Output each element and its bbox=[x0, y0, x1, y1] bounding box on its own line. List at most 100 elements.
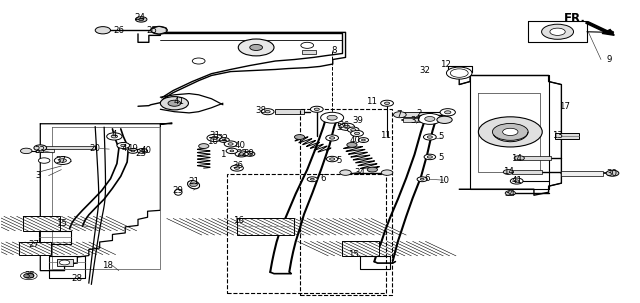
Text: 11: 11 bbox=[380, 131, 390, 140]
Text: 40: 40 bbox=[141, 146, 152, 155]
Text: 20: 20 bbox=[90, 144, 100, 153]
Text: 11: 11 bbox=[365, 97, 376, 106]
Text: 5: 5 bbox=[337, 123, 342, 132]
Circle shape bbox=[445, 111, 451, 114]
Circle shape bbox=[362, 139, 365, 141]
Circle shape bbox=[355, 132, 360, 135]
Circle shape bbox=[541, 24, 573, 39]
Text: 34: 34 bbox=[354, 168, 365, 177]
Circle shape bbox=[550, 28, 565, 35]
Text: 10: 10 bbox=[438, 176, 449, 185]
Circle shape bbox=[54, 157, 71, 165]
Circle shape bbox=[198, 144, 209, 148]
Circle shape bbox=[478, 117, 542, 147]
Text: 5: 5 bbox=[438, 132, 444, 141]
Circle shape bbox=[385, 102, 390, 105]
Text: 15: 15 bbox=[56, 219, 67, 228]
Bar bbox=[57, 258, 73, 266]
Circle shape bbox=[250, 45, 262, 51]
Bar bbox=[342, 241, 380, 256]
Text: 7: 7 bbox=[396, 110, 401, 119]
Bar bbox=[302, 51, 316, 54]
Text: 29: 29 bbox=[173, 186, 184, 195]
Circle shape bbox=[437, 116, 452, 123]
Circle shape bbox=[111, 135, 118, 138]
Circle shape bbox=[327, 115, 337, 120]
Text: 39: 39 bbox=[353, 116, 364, 125]
Circle shape bbox=[381, 170, 393, 175]
Text: 14: 14 bbox=[511, 154, 522, 163]
Bar bbox=[237, 218, 294, 235]
FancyArrow shape bbox=[586, 22, 614, 35]
Circle shape bbox=[230, 150, 234, 152]
Circle shape bbox=[606, 170, 619, 176]
Circle shape bbox=[219, 138, 229, 142]
Text: 33: 33 bbox=[35, 146, 46, 155]
Circle shape bbox=[161, 97, 188, 110]
Text: 8: 8 bbox=[332, 46, 337, 55]
Circle shape bbox=[347, 142, 357, 147]
Circle shape bbox=[440, 109, 456, 116]
Text: 25: 25 bbox=[147, 26, 157, 35]
Circle shape bbox=[107, 133, 122, 140]
Text: 34: 34 bbox=[505, 189, 516, 198]
Bar bbox=[561, 171, 603, 176]
Circle shape bbox=[326, 156, 338, 162]
Circle shape bbox=[351, 128, 356, 131]
Circle shape bbox=[505, 191, 515, 195]
Circle shape bbox=[34, 145, 47, 151]
Text: 12: 12 bbox=[440, 59, 451, 68]
Text: 40: 40 bbox=[349, 135, 360, 145]
Circle shape bbox=[307, 177, 317, 182]
Circle shape bbox=[502, 128, 518, 135]
Circle shape bbox=[121, 144, 126, 147]
Circle shape bbox=[261, 109, 274, 115]
Text: 37: 37 bbox=[410, 116, 421, 125]
Circle shape bbox=[38, 158, 50, 163]
Circle shape bbox=[131, 150, 135, 152]
Circle shape bbox=[358, 138, 369, 142]
Bar bbox=[36, 149, 54, 152]
Text: 21: 21 bbox=[188, 177, 199, 185]
Circle shape bbox=[222, 139, 226, 141]
Circle shape bbox=[192, 58, 205, 64]
Text: 5: 5 bbox=[337, 156, 342, 165]
Bar bbox=[520, 156, 551, 160]
Text: 3: 3 bbox=[35, 171, 40, 180]
Circle shape bbox=[607, 31, 614, 34]
Circle shape bbox=[321, 112, 344, 123]
Circle shape bbox=[239, 153, 244, 155]
Text: 28: 28 bbox=[72, 274, 83, 283]
Bar bbox=[511, 170, 542, 174]
Circle shape bbox=[128, 148, 138, 153]
Circle shape bbox=[248, 153, 252, 155]
Circle shape bbox=[235, 151, 248, 157]
Text: 30: 30 bbox=[606, 169, 618, 178]
Circle shape bbox=[314, 108, 319, 111]
Text: 31: 31 bbox=[209, 131, 220, 140]
Text: 6: 6 bbox=[321, 174, 326, 183]
Circle shape bbox=[424, 154, 436, 160]
Circle shape bbox=[456, 71, 463, 75]
Text: 40: 40 bbox=[235, 141, 246, 150]
Circle shape bbox=[294, 135, 305, 139]
Ellipse shape bbox=[188, 181, 200, 189]
Circle shape bbox=[138, 148, 148, 153]
Circle shape bbox=[367, 167, 378, 172]
Circle shape bbox=[348, 127, 359, 132]
Text: 41: 41 bbox=[174, 97, 185, 106]
Circle shape bbox=[381, 100, 394, 106]
Circle shape bbox=[211, 136, 218, 139]
Circle shape bbox=[326, 135, 339, 141]
Circle shape bbox=[351, 130, 364, 136]
Text: 4: 4 bbox=[111, 130, 117, 139]
Text: 15: 15 bbox=[348, 250, 359, 258]
Bar bbox=[403, 118, 435, 122]
Circle shape bbox=[417, 177, 428, 182]
Text: 14: 14 bbox=[503, 167, 514, 176]
Text: 5: 5 bbox=[438, 153, 444, 162]
Bar bbox=[275, 109, 304, 114]
Text: FR.: FR. bbox=[564, 12, 586, 25]
Circle shape bbox=[425, 117, 435, 121]
Circle shape bbox=[301, 42, 314, 48]
